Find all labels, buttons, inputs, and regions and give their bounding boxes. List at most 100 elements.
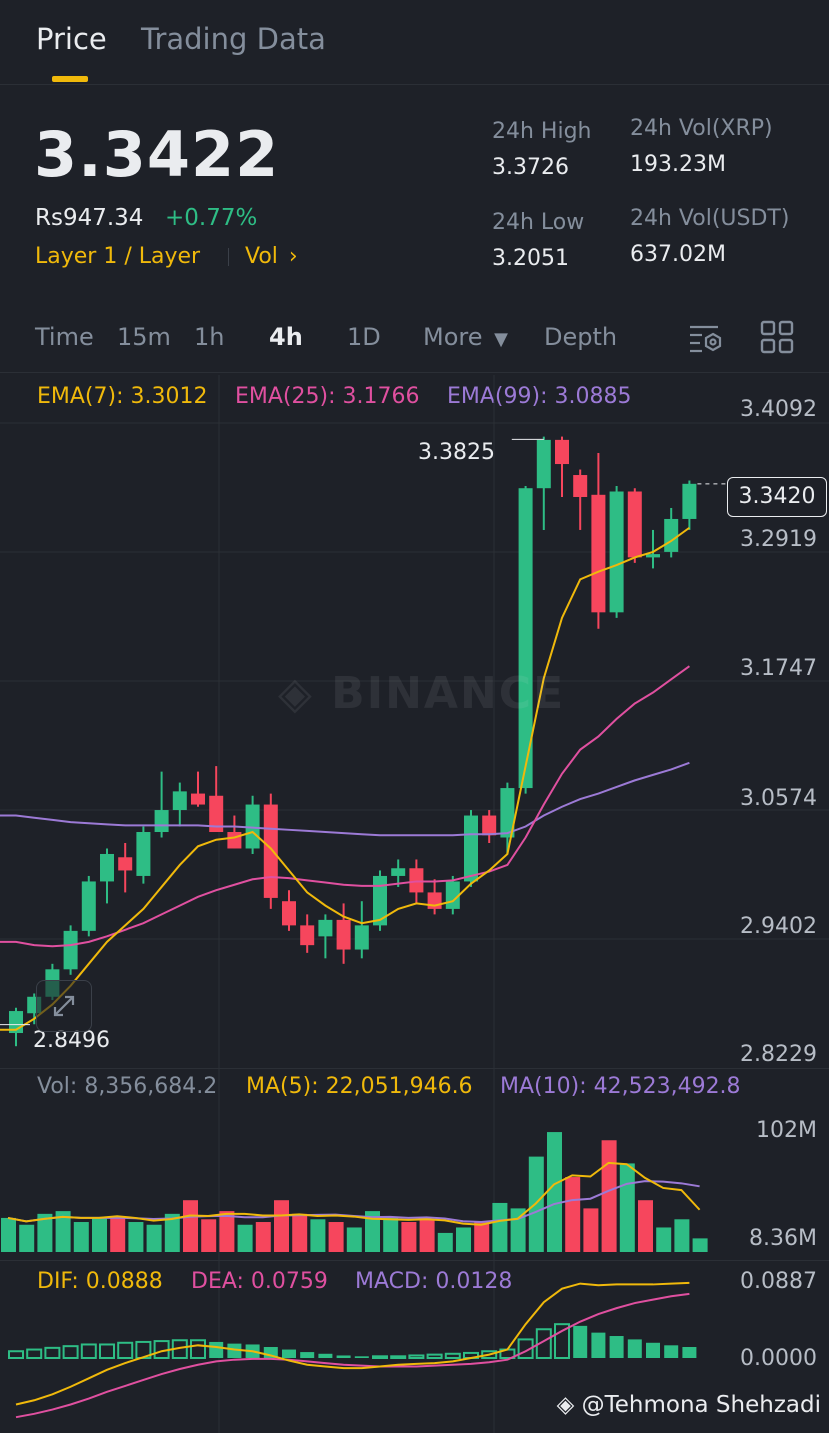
volume-bar: [692, 1238, 708, 1252]
volume-axis-label: 102M: [756, 1118, 817, 1143]
macd-histogram-bar: [591, 1332, 606, 1358]
volume-bar: [255, 1222, 271, 1252]
high-value: 3.3726: [492, 155, 569, 180]
candle-body: [354, 925, 369, 950]
timeframe-4h[interactable]: 4h: [269, 323, 303, 351]
macd-histogram-bar: [535, 1328, 552, 1360]
active-tab-indicator: [52, 76, 88, 82]
indicator-settings-icon[interactable]: [688, 320, 724, 356]
candle-body: [100, 853, 114, 882]
low-value: 3.2051: [492, 246, 569, 271]
candle-body: [282, 901, 296, 926]
timeframe-depth[interactable]: Depth: [544, 323, 618, 351]
candle-body: [664, 518, 679, 552]
macd-histogram-bar: [481, 1350, 498, 1359]
candle-body: [573, 475, 588, 497]
volume-bar: [547, 1132, 562, 1252]
vol-usdt-value: 637.02M: [630, 242, 726, 267]
price-change-percent: +0.77%: [165, 205, 258, 231]
candle-body: [555, 439, 569, 465]
candle-body: [263, 804, 278, 898]
macd-divider: [0, 1260, 829, 1261]
macd-histogram-bar: [263, 1347, 278, 1358]
binance-watermark: ◈ BINANCE: [278, 668, 565, 719]
timeframe-more[interactable]: More ▼: [423, 323, 508, 351]
volume-bar: [674, 1219, 690, 1252]
timeframe-1d[interactable]: 1D: [347, 323, 381, 351]
macd-histogram-bar: [372, 1355, 388, 1360]
binance-logo-icon: ◈: [278, 668, 314, 719]
macd-histogram-bar: [554, 1323, 570, 1359]
volume-bar: [619, 1163, 635, 1252]
volume-bar: [310, 1219, 326, 1252]
macd-histogram-bar: [227, 1343, 242, 1358]
timeframe-1h[interactable]: 1h: [194, 323, 225, 351]
volume-bar: [219, 1211, 235, 1252]
candle-body: [136, 832, 151, 876]
candle-body: [482, 815, 497, 836]
candle-body: [464, 815, 478, 882]
dif-label: DIF: 0.0888: [37, 1269, 163, 1294]
volume-bar: [1, 1217, 16, 1252]
price-axis-label: 2.8229: [740, 1042, 817, 1067]
candle-body: [409, 868, 424, 893]
ema25-label: EMA(25): 3.1766: [235, 384, 420, 409]
volume-bar: [638, 1200, 653, 1252]
volume-bar: [383, 1216, 399, 1252]
ma10-label: MA(10): 42,523,492.8: [500, 1074, 741, 1099]
macd-histogram-bar: [336, 1355, 351, 1358]
timeframe-15m[interactable]: 15m: [117, 323, 171, 351]
candle-body: [172, 791, 187, 811]
expand-chart-button[interactable]: [36, 980, 92, 1032]
ema7-line: [0, 526, 690, 1031]
macd-histogram-bar: [573, 1325, 588, 1358]
current-price-tag: 3.3420: [727, 477, 827, 517]
vol-xrp-label: 24h Vol(XRP): [630, 116, 773, 141]
ema7-label: EMA(7): 3.3012: [37, 384, 208, 409]
volume-bar: [164, 1213, 180, 1252]
volume-bar: [55, 1211, 71, 1252]
volume-bar: [601, 1140, 617, 1252]
vol-usdt-label: 24h Vol(USDT): [630, 206, 790, 231]
price-axis-label: 3.1747: [740, 656, 817, 681]
tab-price[interactable]: Price: [36, 22, 107, 56]
volume-bar: [456, 1227, 471, 1252]
volume-bar: [146, 1224, 162, 1252]
macd-histogram-bar: [609, 1336, 624, 1358]
macd-histogram-bar: [282, 1349, 296, 1358]
timeframe-time[interactable]: Time: [35, 323, 94, 351]
candle-body: [227, 832, 242, 849]
tab-trading-data[interactable]: Trading Data: [141, 22, 326, 56]
grid-layout-icon[interactable]: [760, 320, 796, 356]
vol-link[interactable]: Vol ›: [245, 244, 298, 269]
candle-body: [209, 795, 224, 833]
category-tag[interactable]: Layer 1 / Layer: [35, 244, 201, 269]
macd-histogram-bar: [300, 1352, 315, 1358]
volume-bar: [19, 1224, 35, 1252]
macd-histogram-bar: [517, 1338, 534, 1359]
vol-xrp-value: 193.23M: [630, 152, 726, 177]
macd-histogram-bar: [682, 1347, 697, 1358]
volume-bar: [492, 1202, 508, 1252]
macd-histogram-bar: [627, 1339, 642, 1358]
macd-histogram-bar: [8, 1350, 24, 1359]
local-price: Rs947.34: [35, 205, 144, 231]
macd-histogram-bar: [26, 1348, 43, 1360]
candle-body: [336, 919, 351, 950]
macd-histogram-bar: [117, 1341, 134, 1359]
credit-text: @Tehmona Shehzadi: [581, 1392, 821, 1418]
candle-body: [591, 494, 606, 613]
candle-body: [63, 930, 78, 970]
macd-histogram-bar: [318, 1353, 333, 1358]
volume-bar: [201, 1219, 217, 1252]
high-label: 24h High: [492, 119, 592, 144]
dea-label: DEA: 0.0759: [191, 1269, 328, 1294]
volume-divider: [0, 1068, 829, 1069]
expand-icon: [53, 995, 75, 1017]
volume-bar: [583, 1208, 599, 1252]
volume-bar: [110, 1216, 126, 1252]
candle-body: [318, 919, 333, 937]
candle-body: [154, 810, 169, 833]
macd-histogram-bar: [190, 1339, 206, 1360]
